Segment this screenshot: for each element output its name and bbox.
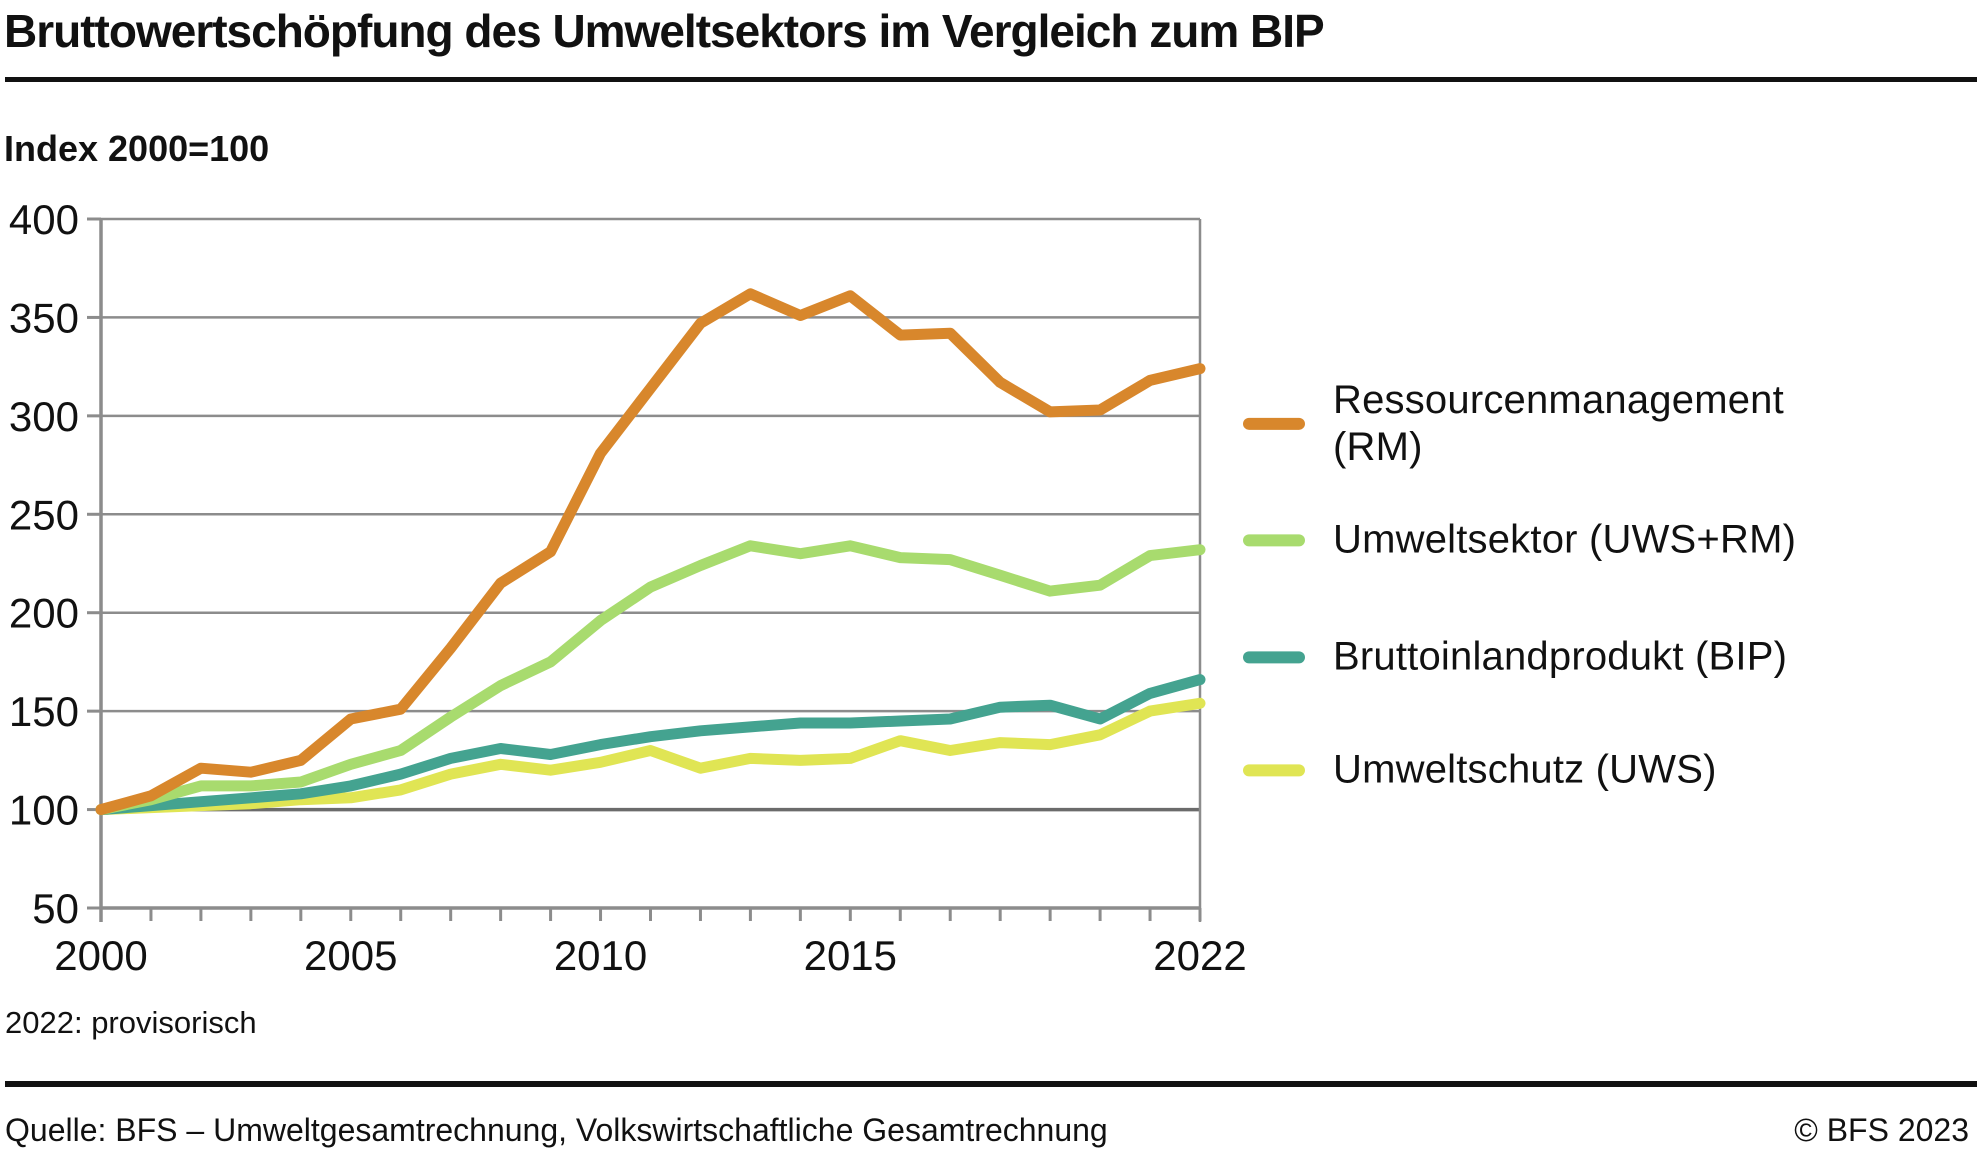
y-axis-label-350: 350 — [9, 294, 79, 341]
page-title: Bruttowertschöpfung des Umweltsektors im… — [4, 5, 1325, 57]
y-axis-label-50: 50 — [32, 885, 79, 932]
y-axis-label-100: 100 — [9, 787, 79, 834]
series-line-bip — [95, 674, 1206, 816]
footer-divider — [5, 1081, 1977, 1087]
x-axis-label-2022: 2022 — [1153, 932, 1246, 979]
title-divider — [5, 77, 1977, 82]
y-axis-label-400: 400 — [9, 196, 79, 243]
x-axis-label-2005: 2005 — [304, 932, 397, 979]
y-axis-label-300: 300 — [9, 393, 79, 440]
source-text: Quelle: BFS – Umweltgesamtrechnung, Volk… — [5, 1112, 1108, 1148]
provisional-note: 2022: provisorisch — [5, 1005, 257, 1040]
axis-unit-label: Index 2000=100 — [4, 128, 270, 169]
y-axis-label-200: 200 — [9, 590, 79, 637]
series-line-rm — [95, 288, 1206, 816]
x-axis-label-2000: 2000 — [54, 932, 147, 979]
x-axis-label-2010: 2010 — [554, 932, 647, 979]
copyright-text: © BFS 2023 — [1794, 1112, 1969, 1148]
y-axis-label-250: 250 — [9, 491, 79, 538]
x-axis-label-2015: 2015 — [804, 932, 897, 979]
series-line-umweltsektor — [95, 540, 1206, 816]
y-axis-label-150: 150 — [9, 688, 79, 735]
series-line-umweltschutz — [95, 697, 1206, 816]
